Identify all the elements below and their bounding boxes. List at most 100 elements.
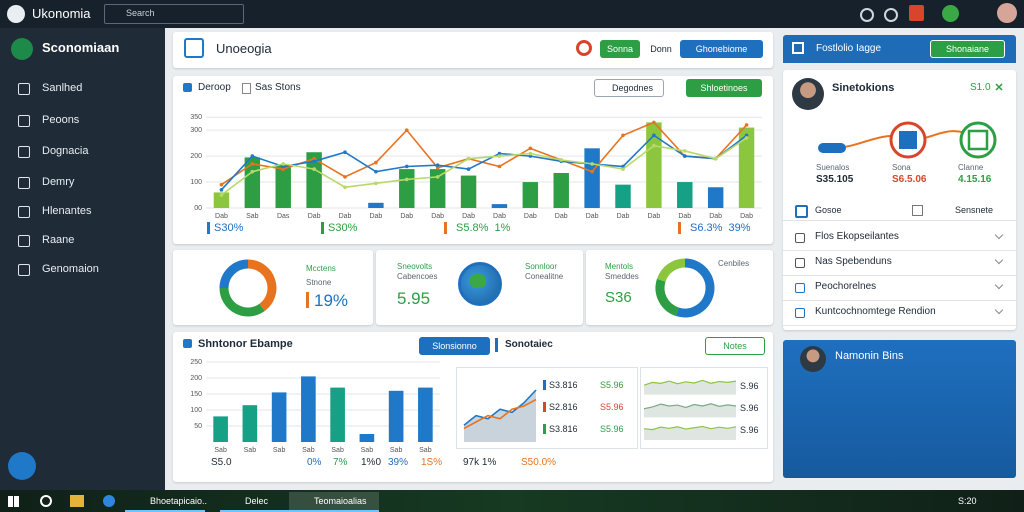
- button[interactable]: Slonsionno: [419, 337, 490, 355]
- icon[interactable]: [795, 205, 808, 218]
- y-tick-label: 200: [190, 153, 202, 160]
- node-value: S35.105: [816, 174, 854, 185]
- button[interactable]: Donn: [650, 44, 672, 54]
- y-tick-label: 300: [190, 127, 202, 134]
- y-tick-label: 00: [194, 205, 202, 212]
- icon[interactable]: [576, 40, 592, 56]
- foot-value: 1%0: [361, 457, 382, 468]
- kpi-title: Sonnloor: [525, 262, 558, 271]
- checkbox[interactable]: [242, 83, 251, 94]
- x-tick-label: Sab: [419, 447, 432, 454]
- list-row[interactable]: [783, 250, 1016, 276]
- bar: [242, 405, 258, 442]
- kpi-value: 19%: [314, 291, 349, 310]
- line: [463, 398, 537, 430]
- y-tick-label: 350: [190, 114, 202, 121]
- summary: S30%: [214, 222, 244, 234]
- tab[interactable]: Sensnete: [955, 205, 994, 215]
- bar: [460, 175, 477, 208]
- line-point: [435, 163, 440, 167]
- panel: [640, 367, 768, 449]
- bar: [677, 182, 693, 208]
- line-point: [744, 123, 749, 127]
- menu-icon[interactable]: [18, 177, 30, 189]
- y-tick-label: 150: [190, 391, 202, 398]
- app-logo: [7, 5, 25, 23]
- menu-item[interactable]: Hlenantes: [42, 205, 92, 217]
- avatar[interactable]: [997, 3, 1017, 23]
- app-icon[interactable]: [103, 495, 115, 507]
- menu-item[interactable]: Raane: [42, 234, 75, 246]
- clock: S:20: [958, 496, 977, 506]
- button[interactable]: Shonaiane: [930, 40, 1005, 58]
- menu-icon[interactable]: [18, 264, 30, 276]
- icon[interactable]: [860, 8, 874, 22]
- list-row[interactable]: [783, 300, 1016, 326]
- bar: [491, 204, 508, 208]
- menu-item[interactable]: Peoons: [42, 114, 80, 126]
- stat: S5.96: [600, 380, 624, 390]
- search-icon[interactable]: [40, 495, 52, 507]
- button[interactable]: Notes: [705, 337, 765, 355]
- x-tick-label: Dab: [678, 213, 691, 220]
- icon: [184, 38, 204, 58]
- line-point: [374, 169, 378, 174]
- start-button[interactable]: [8, 496, 19, 507]
- menu-icon[interactable]: [18, 235, 30, 247]
- menu-item[interactable]: Demry: [42, 176, 75, 188]
- select[interactable]: [594, 79, 664, 97]
- list-row[interactable]: [783, 275, 1016, 301]
- menu-icon[interactable]: [18, 206, 30, 218]
- search-box[interactable]: [104, 4, 244, 24]
- taskbar-item[interactable]: [220, 492, 300, 512]
- tab[interactable]: Gosoe: [815, 205, 842, 215]
- x-tick-label: Dab: [555, 213, 568, 220]
- x-tick-label: Dab: [617, 213, 630, 220]
- menu-icon[interactable]: [18, 115, 30, 127]
- close-icon[interactable]: [994, 82, 1004, 92]
- taskbar-item[interactable]: [125, 492, 205, 512]
- menu-icon[interactable]: [18, 83, 30, 95]
- line-point: [281, 164, 286, 169]
- menu-icon[interactable]: [18, 146, 30, 158]
- donut-chart: [219, 259, 277, 317]
- y-tick-label: 100: [190, 407, 202, 414]
- tab-row: [783, 200, 1016, 221]
- line-point: [312, 159, 316, 164]
- line-point: [374, 160, 378, 165]
- checkbox[interactable]: [183, 339, 192, 348]
- line-point: [219, 182, 224, 187]
- stat: S3.816: [549, 424, 578, 434]
- taskbar-item[interactable]: [289, 492, 379, 512]
- tab[interactable]: Deroop: [198, 82, 231, 93]
- line: [220, 121, 748, 186]
- x-tick-label: Dab: [339, 213, 352, 220]
- menu-item[interactable]: Sanlhed: [42, 82, 83, 94]
- menu-item[interactable]: Dognacia: [42, 145, 89, 157]
- button[interactable]: Shloetinoes: [686, 79, 762, 97]
- tab[interactable]: Sonotaiec: [505, 339, 553, 350]
- y-tick-label: 200: [190, 375, 202, 382]
- line-point: [497, 151, 502, 156]
- kpi-side: Cenbiles: [718, 259, 750, 268]
- app-icon[interactable]: [70, 495, 84, 507]
- icon[interactable]: [884, 8, 898, 22]
- button[interactable]: Ghonebiome: [680, 40, 763, 58]
- summary: S5.8% 1%: [456, 222, 511, 234]
- marker: [495, 338, 498, 352]
- line-point: [404, 177, 409, 182]
- line-point: [219, 188, 224, 192]
- line-point: [621, 167, 625, 171]
- list-row[interactable]: [783, 225, 1016, 251]
- menu-item[interactable]: Genomaion: [42, 263, 99, 275]
- help-button[interactable]: [8, 452, 36, 480]
- icon[interactable]: [912, 205, 923, 216]
- panel: [456, 367, 638, 449]
- checkbox[interactable]: [183, 83, 192, 92]
- icon[interactable]: [942, 5, 959, 22]
- button[interactable]: Sonna: [600, 40, 640, 58]
- icon[interactable]: [909, 5, 924, 21]
- taskbar-label: Delec: [245, 496, 269, 506]
- line-point: [250, 154, 255, 158]
- tab[interactable]: Sas Stons: [255, 82, 301, 93]
